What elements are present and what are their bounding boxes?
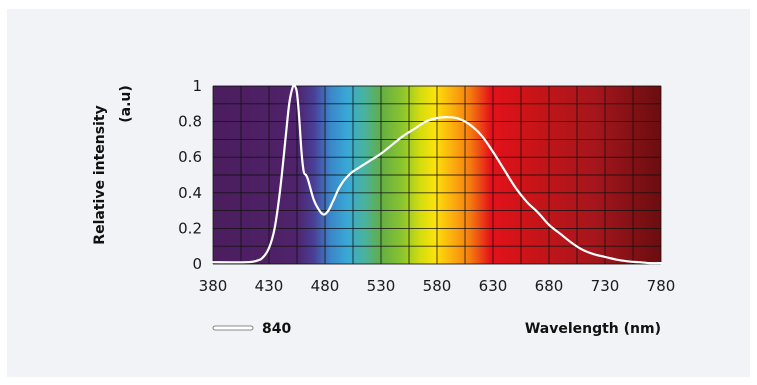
x-axis-title: Wavelength (nm): [525, 321, 661, 337]
x-axis-ticks: 380 430 480 530 580 630 680 730 780: [199, 277, 676, 295]
y-axis-title-unit: (a.u): [118, 85, 134, 123]
y-tick-label: 0.4: [178, 184, 202, 202]
x-tick-label: 380: [199, 277, 228, 295]
legend-swatch: [212, 325, 254, 331]
x-tick-label: 780: [647, 277, 676, 295]
y-axis-ticks: 0 0.2 0.4 0.6 0.8 1: [178, 77, 202, 273]
series-line-840: [211, 84, 663, 265]
x-tick-label: 630: [479, 277, 508, 295]
y-tick-label: 1: [192, 77, 202, 95]
x-tick-label: 480: [311, 277, 340, 295]
y-tick-label: 0.6: [178, 148, 202, 166]
legend-label-840: 840: [262, 321, 291, 337]
legend: 840: [212, 321, 291, 337]
x-tick-label: 580: [423, 277, 452, 295]
y-tick-label: 0.2: [178, 219, 202, 237]
y-tick-label: 0.8: [178, 113, 202, 131]
x-tick-label: 430: [255, 277, 284, 295]
x-tick-label: 530: [367, 277, 396, 295]
y-tick-label: 0: [192, 255, 202, 273]
grid-layer: [212, 85, 662, 265]
x-tick-label: 680: [535, 277, 564, 295]
x-tick-label: 730: [591, 277, 620, 295]
y-axis-title: Relative intensity: [92, 105, 108, 244]
